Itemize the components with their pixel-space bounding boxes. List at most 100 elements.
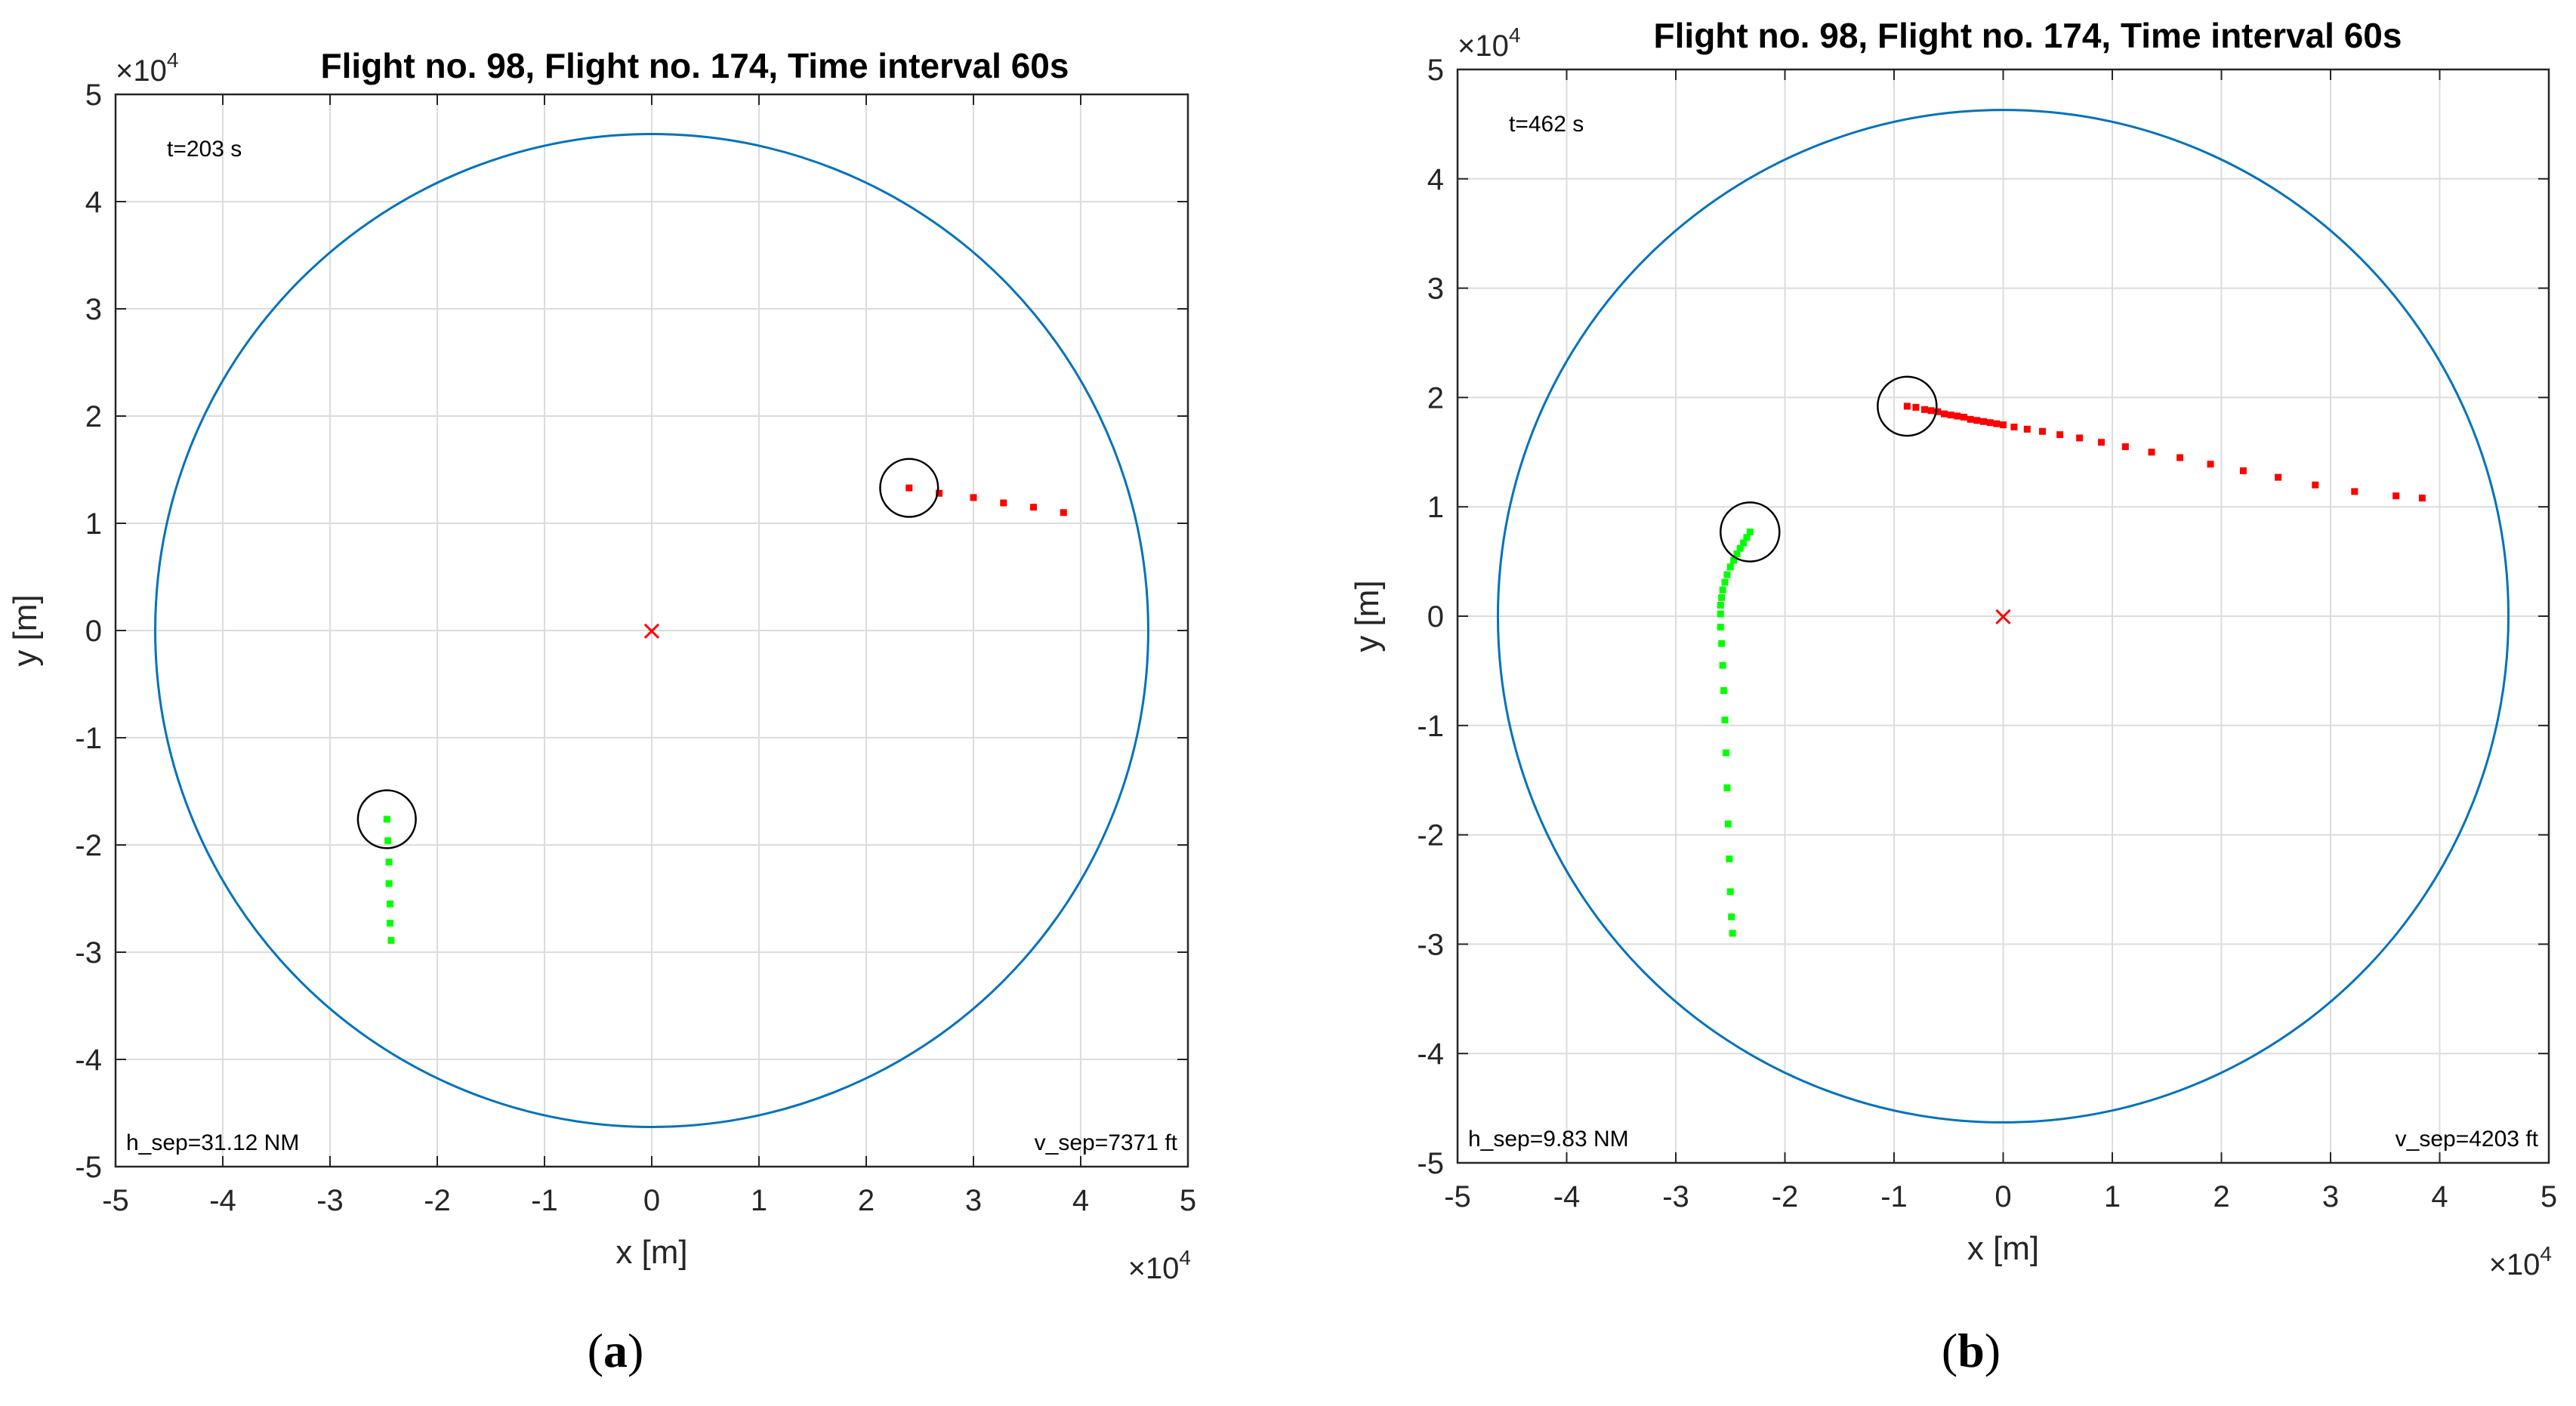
trajectory-point xyxy=(1733,550,1741,557)
panel-label-letter: b xyxy=(1957,1324,1985,1377)
y-tick-label: 1 xyxy=(85,507,102,541)
x-tick-label: -4 xyxy=(209,1184,236,1217)
trajectory-point xyxy=(1723,784,1731,791)
y-axis-exponent: ×104 xyxy=(1458,23,1520,63)
trajectory-point xyxy=(1920,405,1928,413)
trajectory-point xyxy=(2239,467,2247,474)
trajectory-point xyxy=(2207,461,2214,468)
trajectory-point xyxy=(2010,423,2018,430)
h-sep-annotation: h_sep=31.12 NM xyxy=(126,1130,299,1155)
x-tick-label: 2 xyxy=(858,1184,875,1217)
x-tick-label: 4 xyxy=(1072,1184,1089,1217)
y-tick-label: -1 xyxy=(75,722,102,755)
trajectory-point xyxy=(1730,557,1738,564)
panel-label: (b) xyxy=(1942,1324,2001,1377)
trajectory-point xyxy=(2121,443,2129,451)
x-tick-label: -3 xyxy=(1662,1180,1689,1213)
series-flight-174 xyxy=(1717,501,1781,937)
trajectory-point xyxy=(383,816,390,823)
trajectory-point xyxy=(387,936,395,944)
trajectory-point xyxy=(1722,749,1729,757)
trajectory-point xyxy=(1030,504,1038,511)
trajectory-point xyxy=(1729,930,1736,937)
time-annotation: t=203 s xyxy=(167,137,242,162)
trajectory-point xyxy=(1060,509,1067,516)
trajectory-point xyxy=(1721,717,1729,724)
x-tick-label: -1 xyxy=(1880,1180,1908,1213)
aircraft-marker-circle xyxy=(1719,501,1781,563)
series-flight-174 xyxy=(356,789,417,944)
panel-label-open: ( xyxy=(588,1324,603,1377)
x-axis-exponent: ×104 xyxy=(1128,1246,1191,1285)
y-tick-label: -2 xyxy=(1417,819,1444,853)
trajectory-point xyxy=(1718,594,1726,601)
trajectory-point xyxy=(1726,888,1734,896)
x-axis-exponent-power: 4 xyxy=(1179,1246,1191,1269)
x-tick-label: -1 xyxy=(531,1184,558,1217)
trajectory-point xyxy=(2312,481,2319,489)
trajectory-point xyxy=(1720,686,1728,694)
trajectory-point xyxy=(1726,855,1733,862)
trajectory-point xyxy=(2098,439,2106,446)
chart-panel-a: × -5 -4 -3 -2 -1 0 1 2 3 4 5 5 4 3 2 1 0 -1 -2 -3 -4 -5 Flight … xyxy=(7,46,1196,1377)
series-flight-98 xyxy=(879,458,1067,518)
trajectory-point xyxy=(1746,529,1754,536)
h-sep-annotation: h_sep=9.83 NM xyxy=(1468,1127,1629,1152)
x-tick-label: -5 xyxy=(102,1184,129,1217)
x-tick-label: 1 xyxy=(751,1184,767,1217)
v-sep-annotation: v_sep=4203 ft xyxy=(2396,1127,2539,1152)
y-tick-label: 4 xyxy=(85,186,102,219)
trajectory-point xyxy=(2023,425,2031,433)
trajectory-point xyxy=(1719,661,1726,669)
trajectory-point xyxy=(1967,415,1974,423)
trajectory-point xyxy=(384,837,392,844)
trajectory-point xyxy=(1724,820,1732,828)
trajectory-point xyxy=(1954,412,1961,420)
trajectory-point xyxy=(1000,499,1007,507)
x-tick-label: 0 xyxy=(1994,1180,2011,1213)
aircraft-marker-circle xyxy=(1877,375,1938,437)
trajectory-point xyxy=(2076,434,2084,442)
trajectory-point xyxy=(2418,495,2426,502)
chart-title: Flight no. 98, Flight no. 174, Time inte… xyxy=(321,46,1069,85)
trajectory-point xyxy=(2275,473,2282,481)
y-tick-label: 5 xyxy=(85,79,102,112)
trajectory-point xyxy=(387,900,394,908)
x-tick-label: 4 xyxy=(2431,1180,2448,1213)
y-axis-exponent-power: 4 xyxy=(1509,23,1521,47)
center-marker: × xyxy=(1991,601,2014,632)
x-axis-exponent: ×104 xyxy=(2489,1242,2552,1281)
x-tick-label: -2 xyxy=(1772,1180,1799,1213)
y-tick-label: 4 xyxy=(1427,163,1444,196)
trajectory-point xyxy=(1736,544,1744,552)
trajectory-point xyxy=(1728,913,1735,920)
trajectory-point xyxy=(2392,492,2400,500)
sector-boundary-circle xyxy=(1496,109,2510,1124)
y-tick-label: 1 xyxy=(1427,491,1444,524)
y-axis-label: y [m] xyxy=(1349,580,1386,652)
x-tick-label: -3 xyxy=(316,1184,344,1217)
panel-label: (a) xyxy=(588,1324,644,1377)
trajectory-point xyxy=(1947,412,1954,419)
trajectory-point xyxy=(1719,586,1726,594)
trajectory-point xyxy=(1717,623,1724,631)
x-tick-label: 0 xyxy=(643,1184,660,1217)
panel-label-open: ( xyxy=(1942,1324,1957,1377)
y-axis-label: y [m] xyxy=(7,594,44,666)
trajectory-point xyxy=(1721,578,1729,586)
trajectory-point xyxy=(936,489,943,497)
time-annotation: t=462 s xyxy=(1509,112,1584,137)
y-axis-exponent-power: 4 xyxy=(167,48,179,72)
trajectory-point xyxy=(1723,571,1731,578)
trajectory-point xyxy=(1912,403,1920,411)
chart-panel-b: × -5 -4 -3 -2 -1 0 1 2 3 4 5 5 4 3 2 1 0 -1 -2 -3 -4 -5 Flight … xyxy=(1349,16,2557,1377)
trajectory-point xyxy=(1973,417,1981,424)
center-marker: × xyxy=(640,615,663,646)
panel-label-close: ) xyxy=(628,1324,643,1377)
x-tick-label: 2 xyxy=(2213,1180,2229,1213)
y-tick-label: 0 xyxy=(1427,600,1444,634)
trajectory-point xyxy=(385,880,393,887)
trajectory-point xyxy=(1927,407,1935,415)
y-tick-label: -2 xyxy=(75,829,102,862)
trajectory-point xyxy=(1934,408,1942,415)
